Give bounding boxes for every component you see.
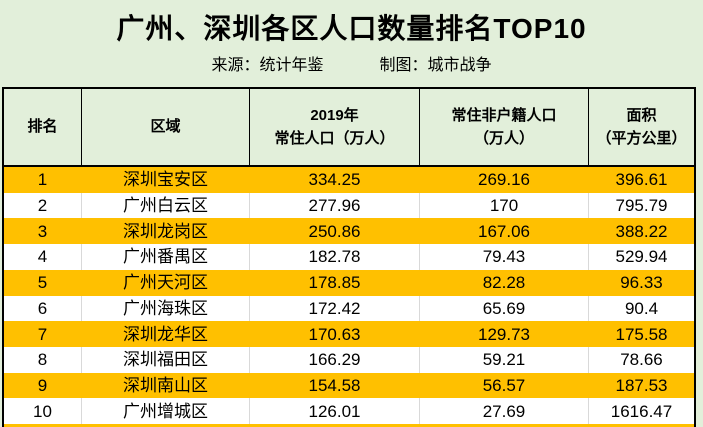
- population-cell: 166.29: [250, 346, 420, 373]
- population-cell: 154.58: [250, 372, 420, 399]
- population-cell: 277.96: [250, 192, 420, 219]
- nonlocal-population-cell: 59.21: [420, 346, 589, 373]
- column-header-district: 区域: [82, 89, 250, 165]
- district-cell: 广州天河区: [82, 269, 250, 296]
- rank-cell: 6: [4, 295, 82, 322]
- table-row: 2 广州白云区 277.96 170 795.79: [4, 192, 694, 219]
- column-header-text: 排名: [27, 118, 58, 136]
- area-cell: 388.22: [589, 218, 694, 245]
- column-header-area: 面积 （平方公里）: [589, 89, 694, 165]
- nonlocal-population-cell: 79.43: [420, 244, 589, 270]
- rank-cell: 10: [4, 398, 82, 425]
- rank-cell: 2: [4, 192, 82, 219]
- area-cell: 187.53: [589, 372, 694, 399]
- district-cell: 广州增城区: [82, 398, 250, 425]
- area-cell: 1616.47: [589, 398, 694, 425]
- column-header-nonlocal-population: 常住非户籍人口 （万人）: [420, 89, 589, 165]
- area-cell: 529.94: [589, 244, 694, 270]
- nonlocal-population-cell: 129.73: [420, 321, 589, 347]
- nonlocal-population-cell: 65.69: [420, 295, 589, 322]
- population-cell: 250.86: [250, 218, 420, 245]
- area-cell: 396.61: [589, 167, 694, 193]
- table-row: 8 深圳福田区 166.29 59.21 78.66: [4, 346, 694, 373]
- nonlocal-population-cell: 27.69: [420, 398, 589, 425]
- population-cell: 334.25: [250, 167, 420, 193]
- district-cell: 广州番禺区: [82, 244, 250, 270]
- area-cell: 90.4: [589, 295, 694, 322]
- district-cell: 深圳福田区: [82, 346, 250, 373]
- population-cell: 182.78: [250, 244, 420, 270]
- column-header-rank: 排名: [4, 89, 82, 165]
- source-label: 来源：统计年鉴: [211, 57, 324, 75]
- rank-cell: 3: [4, 218, 82, 245]
- column-header-text: （平方公里）: [596, 130, 687, 147]
- rank-cell: 5: [4, 269, 82, 296]
- nonlocal-population-cell: 167.06: [420, 218, 589, 245]
- rank-cell: 7: [4, 321, 82, 347]
- subtitle: 来源：统计年鉴 制图：城市战争: [0, 51, 703, 75]
- population-cell: 178.85: [250, 269, 420, 296]
- column-header-text: （万人）: [473, 130, 534, 147]
- table-row: 9 深圳南山区 154.58 56.57 187.53: [4, 372, 694, 399]
- table-row: 7 深圳龙华区 170.63 129.73 175.58: [4, 321, 694, 347]
- column-header-text: 区域: [150, 118, 181, 136]
- nonlocal-population-cell: 170: [420, 192, 589, 219]
- population-cell: 172.42: [250, 295, 420, 322]
- nonlocal-population-cell: 269.16: [420, 167, 589, 193]
- table-row: 5 广州天河区 178.85 82.28 96.33: [4, 269, 694, 296]
- column-header-text: 常住人口（万人）: [274, 130, 395, 147]
- rank-cell: 8: [4, 346, 82, 373]
- area-cell: 96.33: [589, 269, 694, 296]
- rank-cell: 9: [4, 372, 82, 399]
- table-row: 10 广州增城区 126.01 27.69 1616.47: [4, 398, 694, 425]
- column-header-text: 常住非户籍人口: [451, 106, 557, 124]
- area-cell: 795.79: [589, 192, 694, 219]
- table-row: 6 广州海珠区 172.42 65.69 90.4: [4, 295, 694, 322]
- credit-label: 制图：城市战争: [379, 57, 492, 75]
- district-cell: 深圳南山区: [82, 372, 250, 399]
- district-cell: 广州白云区: [82, 192, 250, 219]
- bottom-accent-strip: [4, 424, 694, 427]
- nonlocal-population-cell: 56.57: [420, 372, 589, 399]
- column-header-population: 2019年 常住人口（万人）: [250, 89, 420, 165]
- area-cell: 175.58: [589, 321, 694, 347]
- population-cell: 170.63: [250, 321, 420, 347]
- district-cell: 深圳龙岗区: [82, 218, 250, 245]
- table-header-row: 排名 区域 2019年 常住人口（万人） 常住非户籍人口 （万人） 面积 （平方…: [4, 89, 694, 167]
- nonlocal-population-cell: 82.28: [420, 269, 589, 296]
- rank-cell: 4: [4, 244, 82, 270]
- rank-cell: 1: [4, 167, 82, 193]
- column-header-text: 面积: [626, 106, 657, 124]
- district-cell: 深圳龙华区: [82, 321, 250, 347]
- table-body: 1 深圳宝安区 334.25 269.16 396.61 2 广州白云区 277.96 170 7…: [4, 167, 694, 425]
- population-ranking-table: 排名 区域 2019年 常住人口（万人） 常住非户籍人口 （万人） 面积 （平方…: [2, 87, 696, 427]
- table-row: 3 深圳龙岗区 250.86 167.06 388.22: [4, 218, 694, 245]
- page-title: 广州、深圳各区人口数量排名TOP10: [116, 13, 587, 44]
- table-row: 1 深圳宝安区 334.25 269.16 396.61: [4, 167, 694, 193]
- district-cell: 深圳宝安区: [82, 167, 250, 193]
- table-row: 4 广州番禺区 182.78 79.43 529.94: [4, 244, 694, 270]
- area-cell: 78.66: [589, 346, 694, 373]
- district-cell: 广州海珠区: [82, 295, 250, 322]
- column-header-text: 2019年: [310, 106, 359, 124]
- population-cell: 126.01: [250, 398, 420, 425]
